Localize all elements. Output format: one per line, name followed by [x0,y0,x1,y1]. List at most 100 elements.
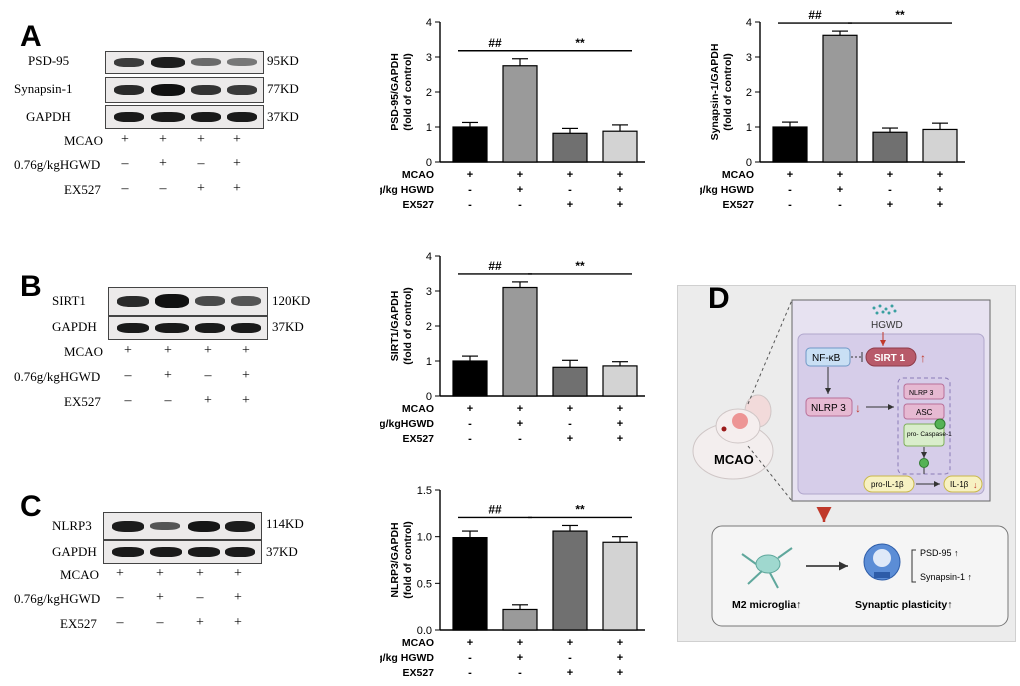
sign: – [116,590,124,605]
treatment-label: MCAO [722,169,754,181]
kd-gapdh-b: 37KD [272,319,304,334]
blot-label-gapdh-c: GAPDH [52,544,97,559]
microglia-label: M2 microglia↑ [732,599,801,611]
sign: – [124,393,132,408]
pro-il1b-label: pro-IL-1β [871,480,904,489]
treatment-sign: + [567,433,573,445]
band [227,58,257,66]
sign: + [121,132,129,147]
y-tick-label: 0 [746,157,752,169]
treatment-sign: - [568,184,572,196]
band [151,57,185,68]
sign: – [197,156,205,171]
panel-letter-d: D [708,282,730,315]
band [155,323,189,333]
y-tick-label: 1 [426,122,432,134]
significance-label: ## [488,36,502,50]
bar [772,126,808,163]
blot-label-gapdh-b: GAPDH [52,319,97,334]
sign: + [234,590,242,605]
band [225,547,255,557]
synapse-illustration [863,543,901,581]
treatment-sign: - [468,667,472,679]
treatment-sign: - [468,184,472,196]
blot-synapsin [105,77,264,103]
treatment-sign: + [567,169,573,181]
blot-sirt1 [108,287,268,316]
y-axis-label: (fold of control) [722,53,734,131]
treatment-sign: + [517,418,523,430]
band [227,112,257,122]
treatment-label: 0.76g/kg HGWD [700,184,754,196]
bar [872,131,908,163]
band [188,521,220,532]
bar [602,130,638,163]
y-tick-label: 3 [426,52,432,64]
band [151,112,185,122]
sign: + [164,343,172,358]
band [117,296,149,307]
nlrp3-down-arrow: ↓ [855,401,861,415]
treatment-label: EX527 [402,667,434,679]
sign: + [116,566,124,581]
blot-gapdh-b [108,316,268,340]
band [112,521,144,532]
y-tick-label: 0.0 [417,625,432,637]
band [112,547,144,557]
sirt1-up-arrow: ↑ [920,351,926,365]
treatment-label: EX527 [402,433,434,445]
nfkb-label: NF-κB [812,353,841,364]
sign: + [197,132,205,147]
cond-hgwd-b: 0.76g/kgHGWD [14,369,101,384]
blot-psd95 [105,51,264,74]
treatment-sign: + [567,199,573,211]
treatment-sign: - [518,433,522,445]
significance-label: ** [575,502,585,516]
y-tick-label: 0 [426,391,432,403]
y-tick-label: 2 [426,87,432,99]
sign: + [164,368,172,383]
band [117,323,149,333]
treatment-label: EX527 [402,199,434,211]
y-tick-label: 2 [426,321,432,333]
treatment-sign: + [617,637,623,649]
bar [602,365,638,397]
sign: + [242,393,250,408]
cond-ex527-a: EX527 [64,182,101,197]
sign: + [234,566,242,581]
bar [452,536,488,631]
blot-label-nlrp3: NLRP3 [52,518,92,533]
panel-letter-a: A [20,20,42,53]
sign: + [159,156,167,171]
treatment-sign: - [468,199,472,211]
y-tick-label: 1.0 [417,532,432,544]
y-tick-label: 3 [746,52,752,64]
synapsin-label: Synapsin-1 ↑ [920,572,972,582]
treatment-sign: + [617,403,623,415]
plasticity-label: Synaptic plasticity↑ [855,599,952,611]
sign: – [121,156,129,171]
bar [502,65,538,163]
y-tick-label: 1 [746,122,752,134]
significance-label: ** [575,259,585,273]
treatment-sign: + [617,652,623,664]
treatment-sign: + [887,199,893,211]
bar [552,132,588,163]
treatment-sign: + [467,403,473,415]
treatment-sign: + [517,652,523,664]
bar [452,360,488,397]
y-axis-label: (fold of control) [402,53,414,131]
sign: – [156,615,164,630]
y-tick-label: 4 [426,251,432,263]
treatment-sign: - [518,667,522,679]
band [150,547,182,557]
treatment-sign: - [468,418,472,430]
sign: – [196,590,204,605]
treatment-label: MCAO [402,169,434,181]
y-axis-label: (fold of control) [402,521,414,599]
band [231,296,261,306]
y-tick-label: 4 [746,17,752,29]
kd-sirt1: 120KD [272,293,311,308]
blot-gapdh-c [103,540,262,564]
sign: + [234,615,242,630]
